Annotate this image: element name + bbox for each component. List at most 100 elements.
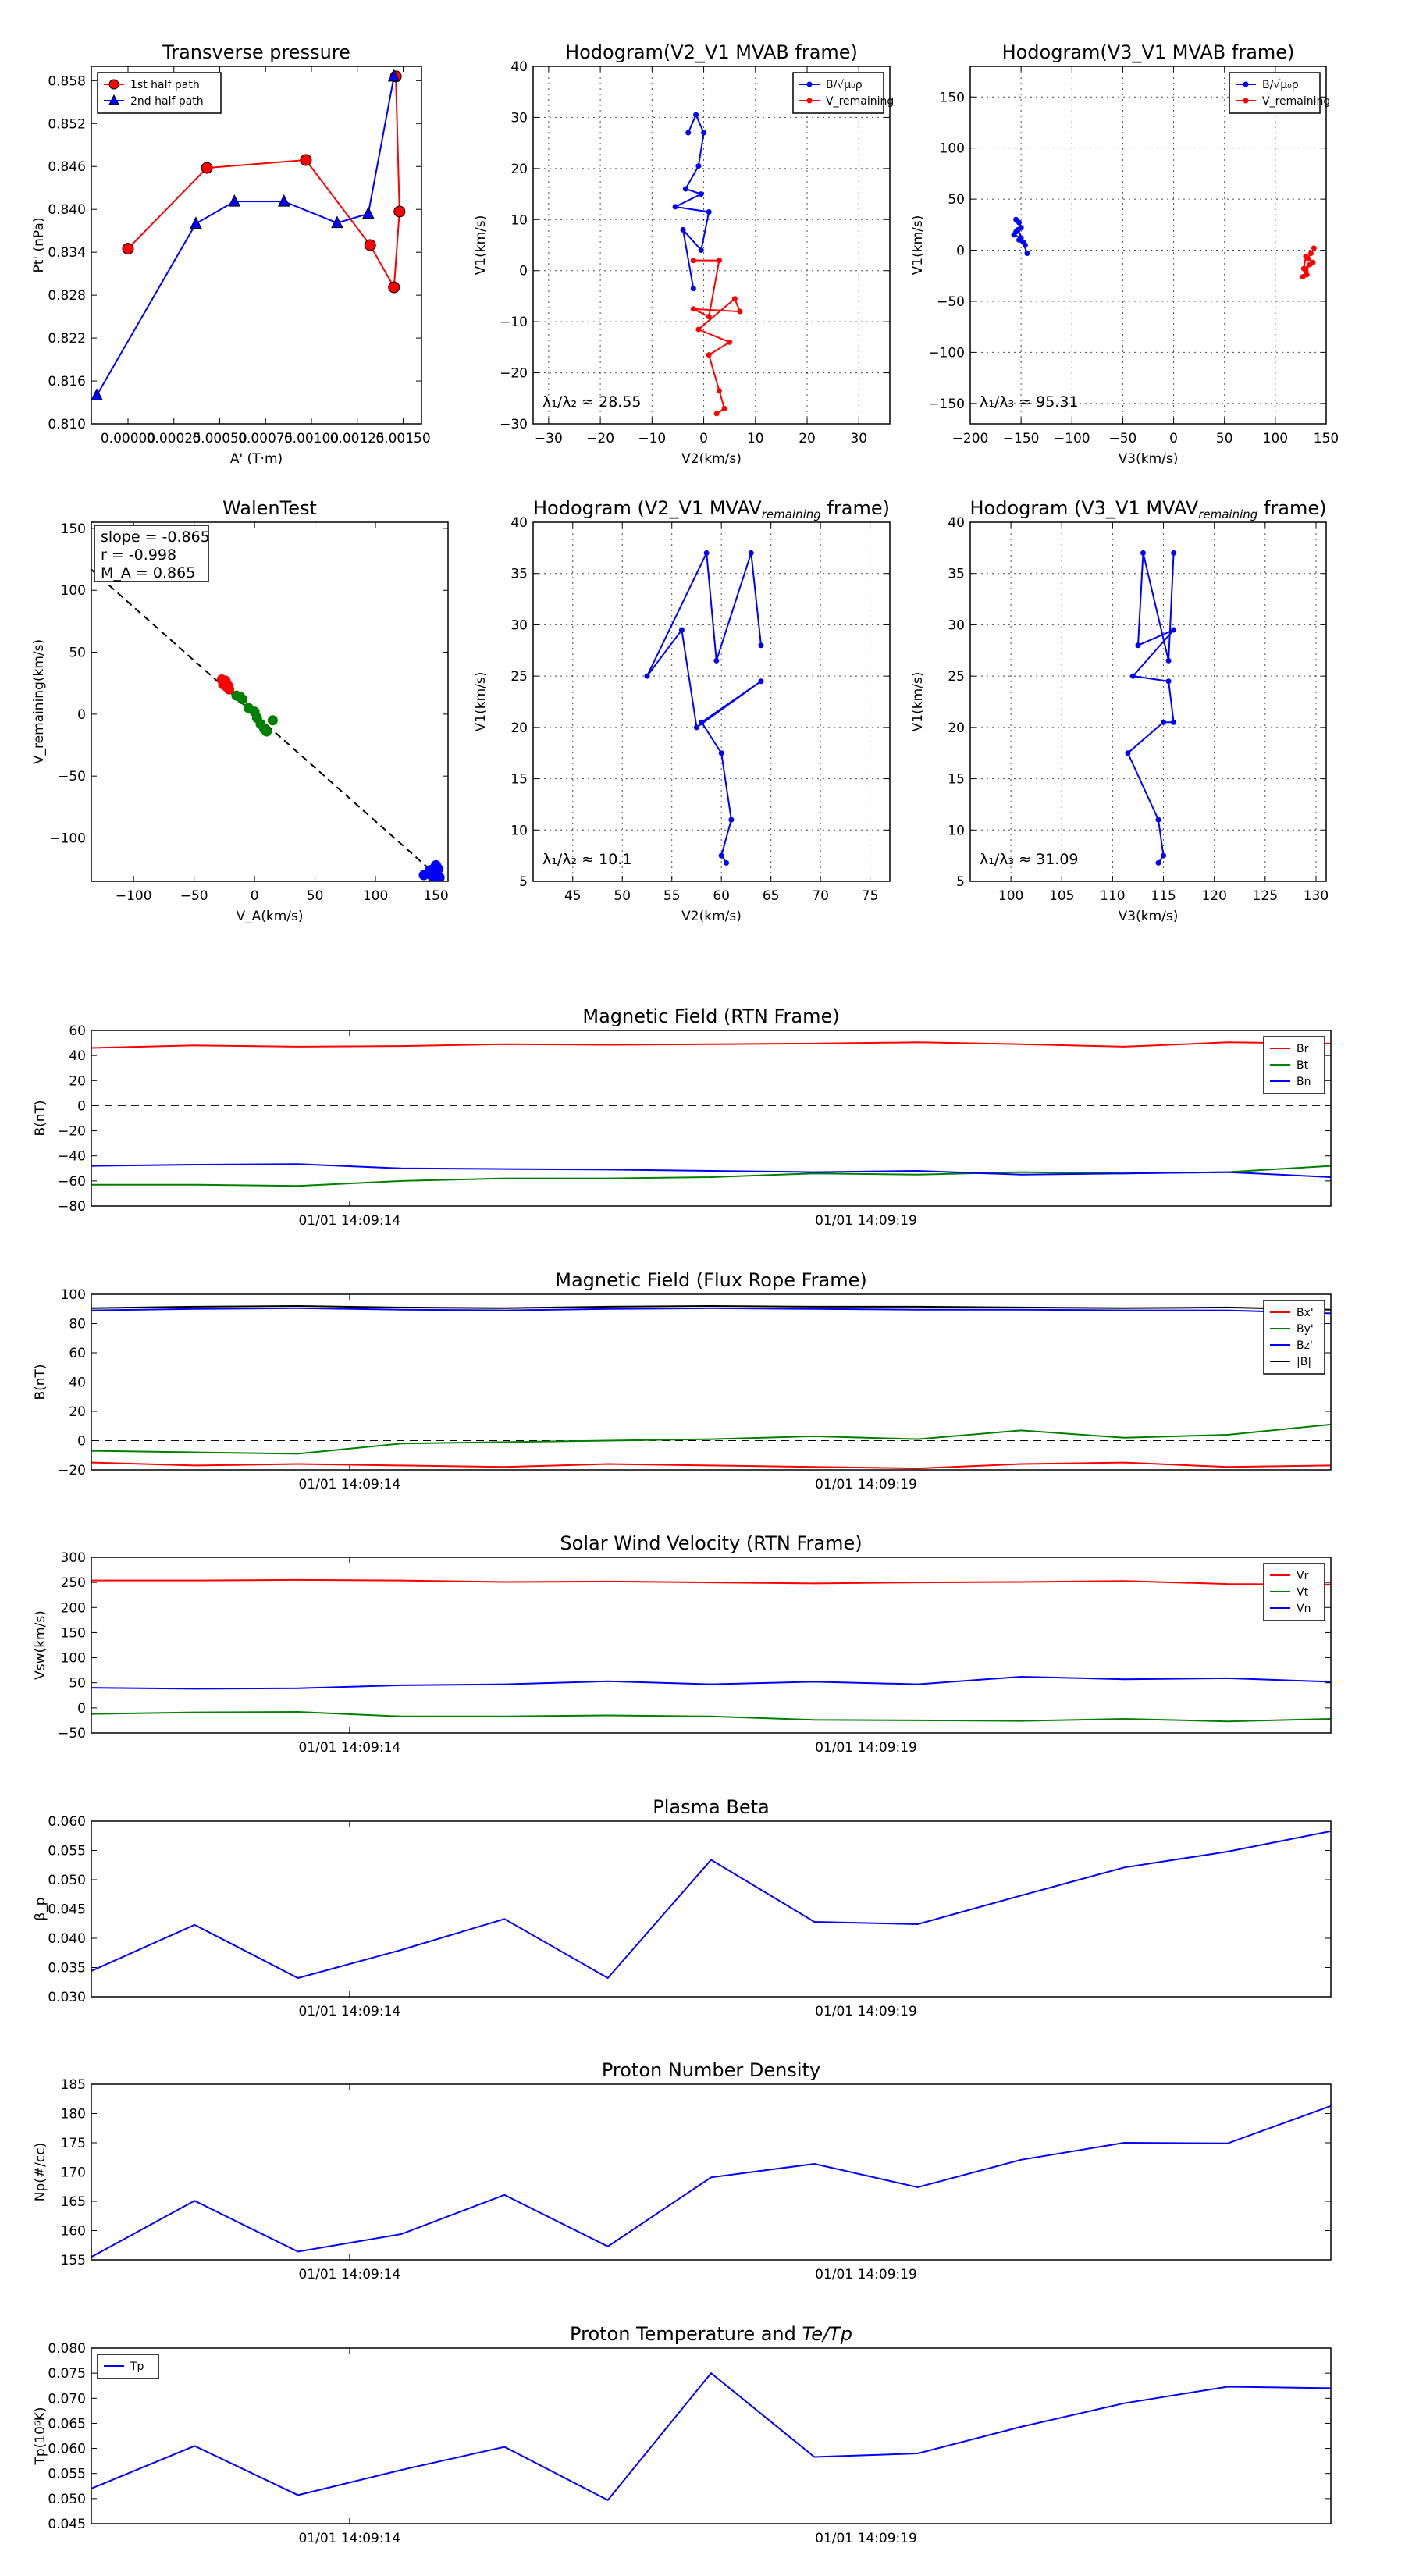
transverse-pressure-xtick-label-6: 0.00150 xyxy=(375,431,430,447)
hodogram-v2v1-mvab-ytick-label-5: 20 xyxy=(510,162,528,177)
hodogram-v3v1-mvab-ytick-label-5: 100 xyxy=(940,141,965,157)
hodogram-v2v1-mvav-series-0-line xyxy=(646,550,762,863)
hodogram-v3v1-mvab-series-1-point-7 xyxy=(1303,268,1309,274)
hodogram-v2v1-mvab-series-1-point-11 xyxy=(713,411,720,417)
magnetic-field-rtn-frame xyxy=(91,1030,1332,1207)
plasma-beta-ytick-label-6: 0.060 xyxy=(48,1814,86,1830)
magnetic-field-flux-rope-legend-label-2: Bz' xyxy=(1297,1340,1313,1352)
magnetic-field-flux-rope-title: Magnetic Field (Flux Rope Frame) xyxy=(555,1269,866,1291)
hodogram-v3v1-mvav-chart: 100 105 110 115 120 125 130 5 10 15 20 25 30 35 40 Hodo… xyxy=(910,497,1329,924)
hodogram-v2v1-mvab-series-1-point-4 xyxy=(737,308,743,315)
magnetic-field-rtn-ytick-label-7: 60 xyxy=(69,1023,86,1039)
solar-wind-velocity-ytick-label-5: 200 xyxy=(61,1600,86,1616)
plasma-beta-xtick-label-0: 01/01 14:09:14 xyxy=(298,2004,400,2019)
plasma-beta-data xyxy=(91,1830,1331,1980)
transverse-pressure-series-1-point-2 xyxy=(228,194,241,207)
proton-temperature-series-0-line xyxy=(91,2371,1331,2502)
proton-temperature-ytick-label-7: 0.080 xyxy=(48,2341,86,2357)
hodogram-v3v1-mvav-xtick-label-0: 100 xyxy=(998,888,1023,904)
solar-wind-velocity-legend-label-2: Vn xyxy=(1297,1603,1311,1615)
hodogram-v3v1-mvab-series-1-point-8 xyxy=(1300,274,1306,280)
hodogram-v3v1-mvav-xtick-label-1: 105 xyxy=(1049,888,1074,904)
magnetic-field-flux-rope-legend-label-3: |B| xyxy=(1297,1356,1311,1368)
transverse-pressure-ytick-label-1: 0.816 xyxy=(48,374,86,390)
hodogram-v3v1-mvav-series-0-point-4 xyxy=(1161,719,1167,725)
transverse-pressure-xtick-label-1: 0.00025 xyxy=(147,431,201,447)
hodogram-v3v1-mvab-series-1-line xyxy=(1300,247,1315,279)
solar-wind-velocity-legend-label-1: Vt xyxy=(1297,1586,1309,1599)
hodogram-v3v1-mvab-xtick-label-5: 50 xyxy=(1216,431,1233,447)
walen-test-series-1-point-9 xyxy=(235,692,246,703)
transverse-pressure-legend: 1st half path 2nd half path xyxy=(97,72,222,114)
hodogram-v3v1-mvab-legend-marker-1 xyxy=(1243,98,1249,104)
hodogram-v2v1-mvab-title: Hodogram(V2_V1 MVAB frame) xyxy=(565,41,858,63)
plasma-beta-ytick-label-1: 0.035 xyxy=(48,1961,86,1976)
magnetic-field-flux-rope-ytick-label-6: 100 xyxy=(61,1287,86,1303)
hodogram-v3v1-mvav-ytick-label-3: 20 xyxy=(948,720,965,736)
magnetic-field-rtn-ytick-label-3: −20 xyxy=(58,1124,86,1140)
hodogram-v3v1-mvav-xtick-label-5: 125 xyxy=(1253,888,1278,904)
hodogram-v3v1-mvab-series-0-point-8 xyxy=(1022,242,1028,248)
proton-number-density-ytick-label-1: 160 xyxy=(61,2224,86,2240)
plasma-beta-title: Plasma Beta xyxy=(653,1796,769,1818)
transverse-pressure-chart: 0.000000.000250.000500.000750.001000.001… xyxy=(31,41,431,467)
hodogram-v2v1-mvav-data xyxy=(644,550,764,866)
hodogram-v2v1-mvab-legend-marker-0 xyxy=(806,81,813,87)
hodogram-v2v1-mvav-xlabel: V2(km/s) xyxy=(681,909,742,924)
hodogram-v2v1-mvav-series-0-point-11 xyxy=(748,550,754,556)
hodogram-v2v1-mvab-frame xyxy=(532,66,891,425)
transverse-pressure-xlabel: A' (T·m) xyxy=(230,451,283,467)
transverse-pressure-series-0-point-5 xyxy=(393,205,406,218)
hodogram-v2v1-mvab-series-0-point-8 xyxy=(698,247,704,254)
transverse-pressure-legend-marker-1 xyxy=(108,94,119,105)
hodogram-v3v1-mvav-title: Hodogram (V3_V1 MVAVremaining frame) xyxy=(970,497,1327,521)
magnetic-field-flux-rope-ytick-label-3: 40 xyxy=(69,1375,86,1391)
transverse-pressure-xtick-label-2: 0.00050 xyxy=(192,431,247,447)
hodogram-v3v1-mvab-ytick-label-2: −50 xyxy=(937,294,965,310)
hodogram-v3v1-mvab-series-1-point-6 xyxy=(1307,262,1313,268)
hodogram-v2v1-mvab-series-0-point-9 xyxy=(680,226,686,233)
magnetic-field-flux-rope-ytick-label-1: 0 xyxy=(77,1434,86,1450)
hodogram-v3v1-mvav-ytick-label-5: 30 xyxy=(948,617,965,633)
solar-wind-velocity-chart: 01/01 14:09:14 01/01 14:09:19 −50 0 50 100 150… xyxy=(33,1532,1332,1756)
transverse-pressure-title: Transverse pressure xyxy=(162,41,350,63)
hodogram-v2v1-mvav-ytick-label-2: 15 xyxy=(510,772,528,788)
solar-wind-velocity-xtick-label-1: 01/01 14:09:19 xyxy=(815,1740,917,1756)
magnetic-field-flux-rope-xtick-label-0: 01/01 14:09:14 xyxy=(298,1477,400,1493)
hodogram-v2v1-mvav-ytick-label-3: 20 xyxy=(510,720,528,736)
hodogram-v2v1-mvav-title-subscript: remaining xyxy=(762,507,821,521)
hodogram-v2v1-mvav-ytick-label-6: 35 xyxy=(510,567,528,582)
hodogram-v2v1-mvab-xtick-label-5: 20 xyxy=(799,431,816,447)
walen-test-series-1-point-8 xyxy=(267,715,278,726)
hodogram-v2v1-mvav-annotation: λ₁/λ₂ ≈ 10.1 xyxy=(542,851,631,868)
magnetic-field-flux-rope-series-0-line xyxy=(91,1461,1331,1470)
solar-wind-velocity-ytick-label-7: 300 xyxy=(61,1550,86,1566)
magnetic-field-flux-rope-series-1-line xyxy=(91,1423,1331,1455)
magnetic-field-rtn-ytick-label-6: 40 xyxy=(69,1048,86,1064)
proton-number-density-ytick-label-2: 165 xyxy=(61,2194,86,2210)
walen-test-ylabel: V_remaining(km/s) xyxy=(31,639,47,764)
magnetic-field-rtn-ylabel: B(nT) xyxy=(33,1100,48,1136)
walen-test-xtick-label-1: −50 xyxy=(180,888,208,904)
solar-wind-velocity-ytick-label-6: 250 xyxy=(61,1575,86,1591)
hodogram-v2v1-mvav-series-0-point-6 xyxy=(693,724,699,731)
hodogram-v2v1-mvab-ytick-label-0: −30 xyxy=(500,417,528,432)
hodogram-v2v1-mvab-xtick-label-3: 0 xyxy=(699,431,708,447)
magnetic-field-flux-rope-series-3-line xyxy=(91,1304,1331,1311)
hodogram-v2v1-mvab-series-1-point-8 xyxy=(706,352,712,358)
hodogram-v3v1-mvab-xtick-label-2: −100 xyxy=(1054,431,1090,447)
magnetic-field-rtn-ytick-label-1: −60 xyxy=(58,1174,86,1190)
proton-temperature-title: Proton Temperature and Te/Tp xyxy=(570,2323,852,2345)
proton-temperature-data xyxy=(91,2371,1331,2502)
walen-test-ytick-label-3: 50 xyxy=(69,646,86,661)
transverse-pressure-ytick-label-3: 0.828 xyxy=(48,288,86,304)
walen-test-series-0-point-6 xyxy=(222,680,233,691)
proton-number-density-chart: 01/01 14:09:14 01/01 14:09:19 155 160 165 170… xyxy=(33,2059,1332,2282)
magnetic-field-rtn-data xyxy=(91,1041,1331,1187)
hodogram-v3v1-mvav-xtick-label-3: 115 xyxy=(1151,888,1176,904)
hodogram-v3v1-mvav-series-0-point-1 xyxy=(1161,852,1167,859)
magnetic-field-rtn-legend-label-1: Bt xyxy=(1297,1059,1309,1072)
hodogram-v2v1-mvab-series-1-point-3 xyxy=(690,306,696,312)
hodogram-v2v1-mvav-series-0-point-0 xyxy=(724,859,730,866)
hodogram-v3v1-mvav-xtick-label-6: 130 xyxy=(1304,888,1329,904)
